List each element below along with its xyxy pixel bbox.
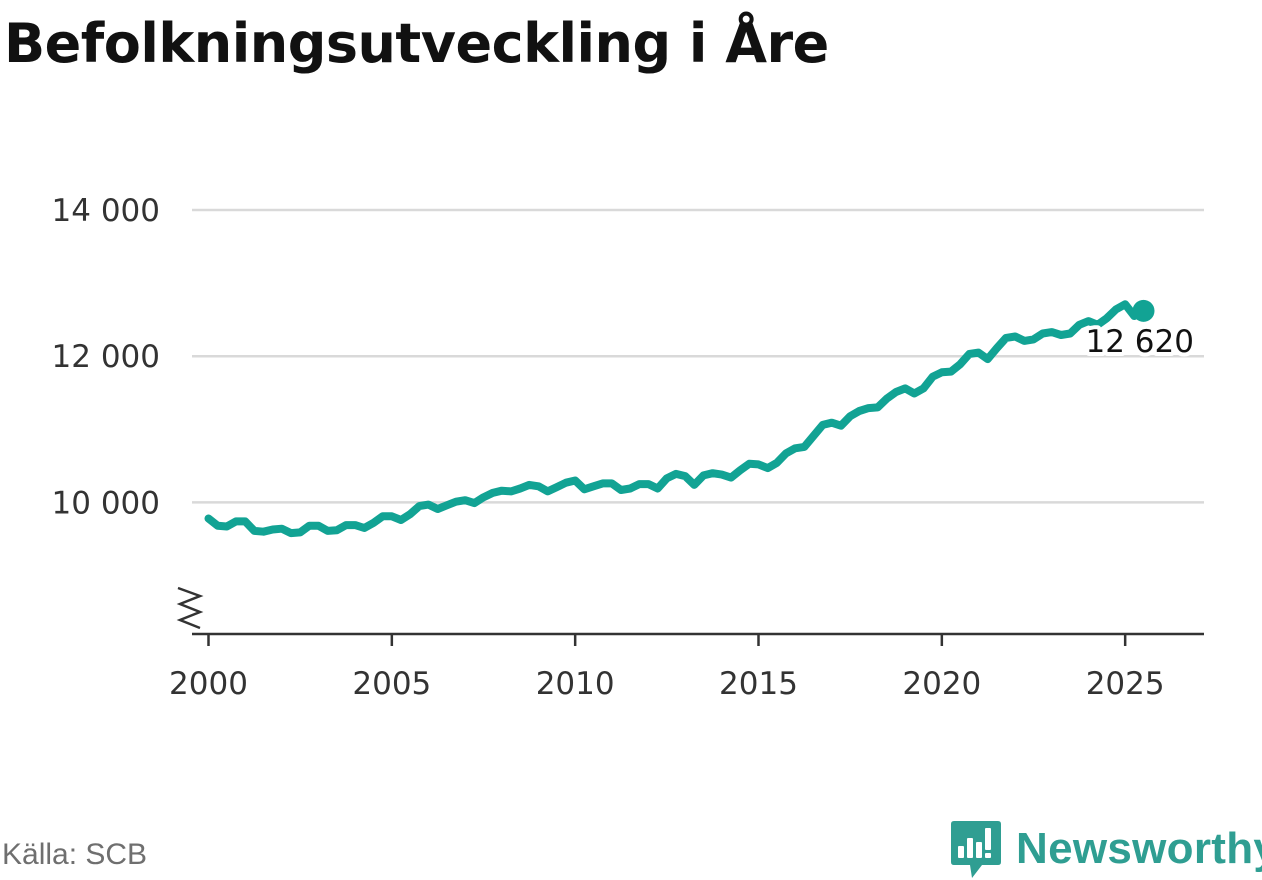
x-tick-label: 2010 [536, 666, 615, 702]
x-tick-label: 2015 [719, 666, 798, 702]
brand-name: Newsworthy [1016, 824, 1262, 873]
chart-speech-bubble-icon [951, 821, 1001, 878]
x-axis-tick-labels: 2000 2005 2010 2015 2020 2025 [169, 666, 1165, 702]
last-value-marker [1132, 299, 1155, 322]
x-tick-label: 2025 [1086, 666, 1165, 702]
y-axis-tick-labels: 10 000 12 000 14 000 [52, 193, 160, 521]
axis-break-zigzag [176, 586, 204, 630]
gridlines [192, 208, 1204, 504]
x-tick-label: 2005 [352, 666, 431, 702]
y-tick-label: 14 000 [52, 193, 160, 229]
chart-title: Befolkningsutveckling i Åre [4, 12, 829, 75]
last-value-label-halo: 12 620 [1086, 324, 1194, 360]
last-value-label: 12 620 [1086, 324, 1194, 360]
y-tick-label: 10 000 [52, 485, 160, 521]
x-tick-label: 2000 [169, 666, 248, 702]
x-tick-label: 2020 [902, 666, 981, 702]
brand-logo[interactable]: Newsworthy [950, 818, 1262, 880]
series-line [204, 300, 1148, 538]
series-layer [204, 299, 1155, 538]
x-axis [176, 586, 1204, 646]
y-tick-label: 12 000 [52, 339, 160, 375]
source-note: Källa: SCB [2, 838, 148, 871]
